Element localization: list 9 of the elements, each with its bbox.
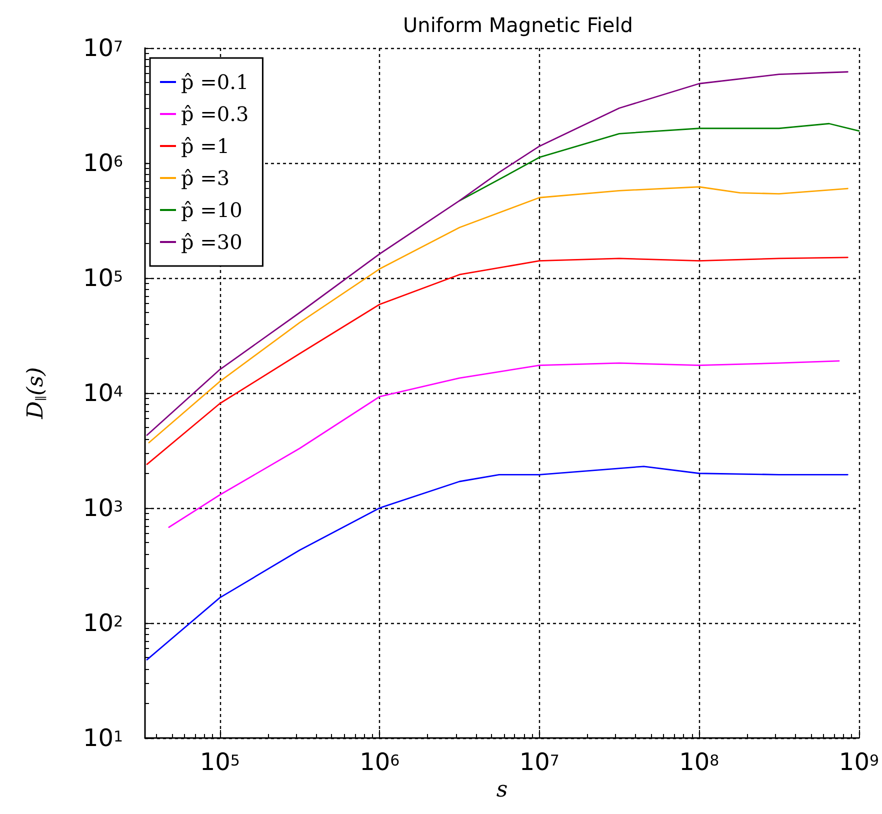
x-axis-title: s — [496, 777, 508, 802]
legend-label: p̂ =3 — [181, 166, 230, 190]
legend-label: p̂ =30 — [181, 230, 242, 254]
chart-title: Uniform Magnetic Field — [403, 13, 633, 37]
legend-label: p̂ =10 — [181, 198, 242, 222]
legend-label: p̂ =1 — [181, 134, 230, 158]
legend-label: p̂ =0.3 — [181, 102, 249, 126]
legend-label: p̂ =0.1 — [181, 70, 249, 94]
y-axis-title: D∥(s) — [24, 367, 48, 420]
